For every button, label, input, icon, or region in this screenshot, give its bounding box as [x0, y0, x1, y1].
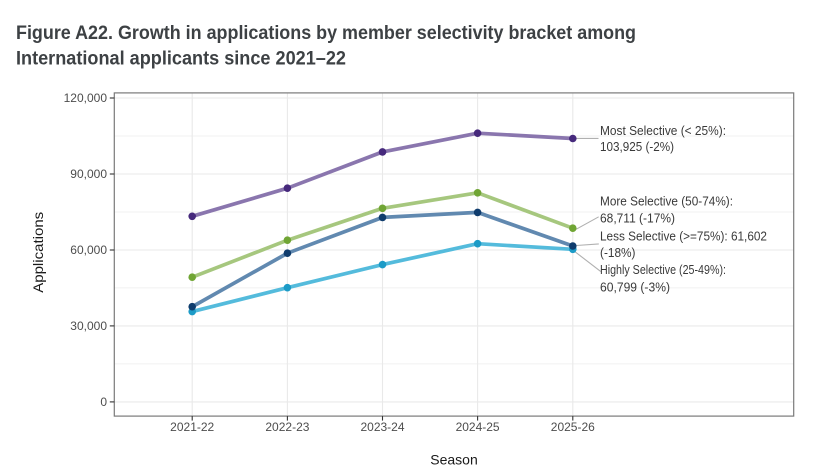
- svg-text:Applications: Applications: [30, 212, 46, 293]
- svg-text:Figure A22. Growth in applicat: Figure A22. Growth in applications by me…: [16, 23, 636, 44]
- svg-text:2022-23: 2022-23: [265, 420, 309, 434]
- svg-text:2024-25: 2024-25: [456, 420, 500, 434]
- svg-text:Season: Season: [430, 451, 477, 467]
- svg-text:30,000: 30,000: [70, 319, 107, 333]
- svg-text:60,799 (-3%): 60,799 (-3%): [600, 280, 670, 294]
- svg-text:60,000: 60,000: [70, 243, 107, 257]
- svg-text:International applicants since: International applicants since 2021–22: [16, 49, 346, 70]
- svg-text:120,000: 120,000: [64, 91, 108, 105]
- svg-text:Less Selective (>=75%): 61,602: Less Selective (>=75%): 61,602: [600, 230, 767, 244]
- svg-text:2021-22: 2021-22: [170, 420, 214, 434]
- svg-text:Most Selective (< 25%):: Most Selective (< 25%):: [600, 124, 726, 138]
- svg-text:2025-26: 2025-26: [551, 420, 595, 434]
- svg-text:2023-24: 2023-24: [360, 420, 404, 434]
- svg-text:0: 0: [100, 395, 107, 409]
- svg-text:103,925 (-2%): 103,925 (-2%): [600, 140, 674, 154]
- svg-text:More Selective (50-74%):: More Selective (50-74%):: [600, 195, 733, 209]
- svg-text:Highly Selective (25-49%):: Highly Selective (25-49%):: [600, 263, 726, 277]
- svg-text:(-18%): (-18%): [600, 246, 636, 260]
- svg-text:68,711 (-17%): 68,711 (-17%): [600, 211, 675, 225]
- svg-text:90,000: 90,000: [70, 167, 107, 181]
